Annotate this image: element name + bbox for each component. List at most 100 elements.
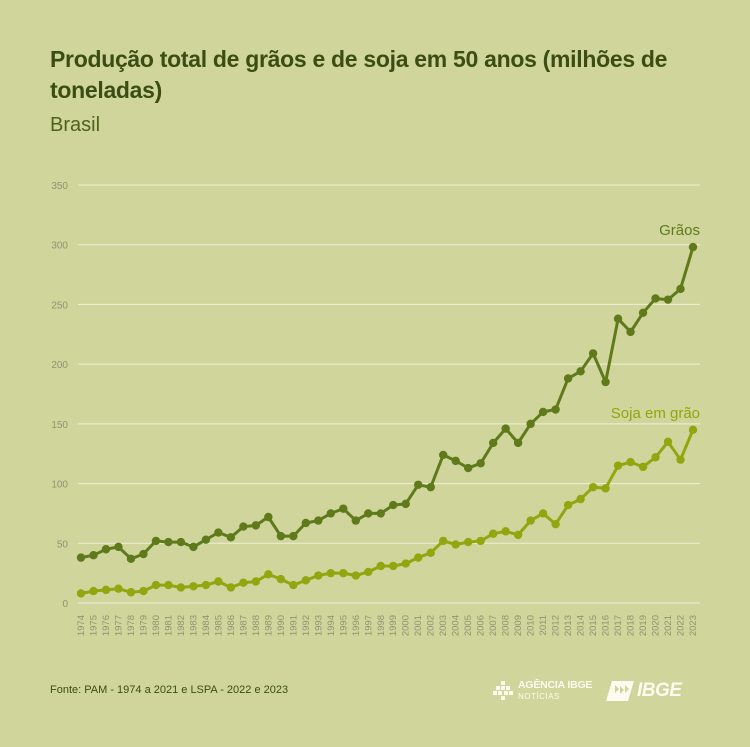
data-point-soja — [638, 462, 648, 472]
x-tick-label: 1992 — [301, 615, 312, 636]
data-point-graos — [176, 537, 186, 547]
data-point-soja — [301, 576, 311, 585]
x-tick-label: 2016 — [601, 615, 612, 636]
x-tick-label: 1975 — [88, 615, 99, 636]
data-point-graos — [513, 438, 523, 448]
data-point-graos — [214, 528, 223, 537]
data-point-graos — [439, 450, 448, 460]
data-point-graos — [638, 308, 648, 317]
x-tick-label: 2007 — [488, 615, 499, 636]
x-tick-label: 2008 — [501, 615, 512, 636]
data-point-graos — [139, 549, 148, 559]
agencia-logo-line2: NOTÍCIAS — [518, 692, 560, 701]
x-tick-label: 1995 — [338, 615, 349, 636]
data-point-soja — [463, 537, 473, 547]
chart-title: Produção total de grãos e de soja em 50 … — [50, 46, 668, 103]
x-tick-label: 1993 — [313, 615, 324, 636]
series-label-graos: Grãos — [659, 222, 700, 239]
ibge-logo: IBGE — [606, 680, 682, 702]
data-point-graos — [613, 314, 623, 323]
x-tick-label: 2009 — [513, 615, 524, 636]
data-point-graos — [451, 456, 460, 466]
data-point-soja — [151, 580, 161, 590]
data-point-graos — [688, 242, 698, 252]
x-tick-label: 2022 — [676, 615, 687, 636]
data-point-graos — [76, 553, 86, 562]
x-tick-label: 2000 — [401, 615, 412, 636]
x-tick-label: 2010 — [526, 615, 537, 636]
data-point-soja — [351, 571, 360, 580]
x-tick-label: 1981 — [163, 615, 174, 636]
data-point-soja — [139, 586, 148, 596]
data-point-graos — [401, 499, 410, 509]
x-tick-label: 2018 — [626, 615, 637, 636]
data-point-soja — [488, 529, 498, 538]
x-tick-label: 2013 — [563, 615, 574, 636]
x-tick-label: 2003 — [438, 615, 449, 636]
x-tick-label: 1977 — [113, 615, 124, 636]
x-tick-label: 1979 — [138, 615, 149, 636]
x-tick-label: 1982 — [176, 615, 187, 636]
agencia-ibge-icon — [493, 681, 513, 700]
data-point-soja — [189, 582, 198, 591]
x-tick-label: 1999 — [388, 615, 399, 636]
x-tick-label: 2011 — [538, 615, 549, 635]
data-point-graos — [389, 500, 398, 510]
data-point-graos — [351, 516, 360, 525]
data-point-soja — [538, 509, 548, 518]
data-point-soja — [663, 437, 673, 446]
x-tick-label: 1983 — [188, 615, 199, 636]
x-tick-label: 1976 — [101, 615, 112, 636]
data-point-graos — [676, 284, 685, 294]
data-point-soja — [114, 584, 123, 593]
x-tick-label: 2023 — [688, 615, 699, 636]
y-tick-label: 200 — [51, 360, 68, 371]
data-point-soja — [626, 457, 635, 467]
data-point-graos — [538, 407, 548, 417]
x-tick-label: 1984 — [201, 615, 212, 636]
data-point-soja — [451, 540, 460, 549]
data-point-graos — [601, 377, 610, 387]
data-point-soja — [688, 425, 698, 435]
data-point-graos — [376, 509, 385, 518]
data-point-soja — [513, 530, 523, 540]
data-point-graos — [164, 537, 173, 547]
data-point-graos — [339, 504, 348, 513]
data-point-graos — [364, 509, 373, 518]
data-point-soja — [251, 577, 261, 586]
y-tick-label: 350 — [51, 181, 68, 192]
x-tick-label: 2001 — [413, 615, 424, 636]
x-tick-label: 2005 — [463, 615, 474, 636]
x-tick-label: 2006 — [476, 615, 487, 636]
x-tick-label: 2015 — [588, 615, 599, 636]
data-point-graos — [626, 327, 635, 337]
data-point-graos — [526, 419, 535, 429]
data-point-soja — [588, 482, 598, 492]
chart-subtitle: Brasil — [50, 114, 101, 136]
data-point-soja — [89, 586, 98, 596]
data-point-soja — [126, 588, 136, 597]
data-point-graos — [289, 531, 298, 541]
data-point-soja — [551, 519, 560, 529]
data-point-graos — [563, 374, 573, 383]
data-point-graos — [101, 545, 111, 554]
data-point-graos — [189, 542, 198, 552]
y-tick-label: 250 — [51, 300, 68, 311]
data-point-graos — [126, 554, 136, 564]
data-point-graos — [264, 512, 273, 522]
data-point-soja — [326, 568, 335, 578]
data-point-soja — [101, 585, 111, 595]
source-note: Fonte: PAM - 1974 a 2021 e LSPA - 2022 e… — [50, 684, 289, 696]
x-tick-label: 1990 — [276, 615, 287, 636]
ibge-emblem-icon — [606, 681, 634, 701]
data-point-soja — [76, 589, 86, 598]
data-point-soja — [164, 580, 173, 590]
data-point-graos — [251, 521, 261, 530]
data-point-graos — [326, 509, 335, 518]
x-tick-label: 2012 — [551, 615, 562, 636]
y-tick-label: 300 — [51, 241, 68, 252]
x-tick-label: 1974 — [76, 615, 87, 636]
series-label-soja: Soja em grão — [611, 405, 700, 422]
data-point-graos — [89, 551, 98, 560]
data-point-soja — [239, 578, 248, 587]
